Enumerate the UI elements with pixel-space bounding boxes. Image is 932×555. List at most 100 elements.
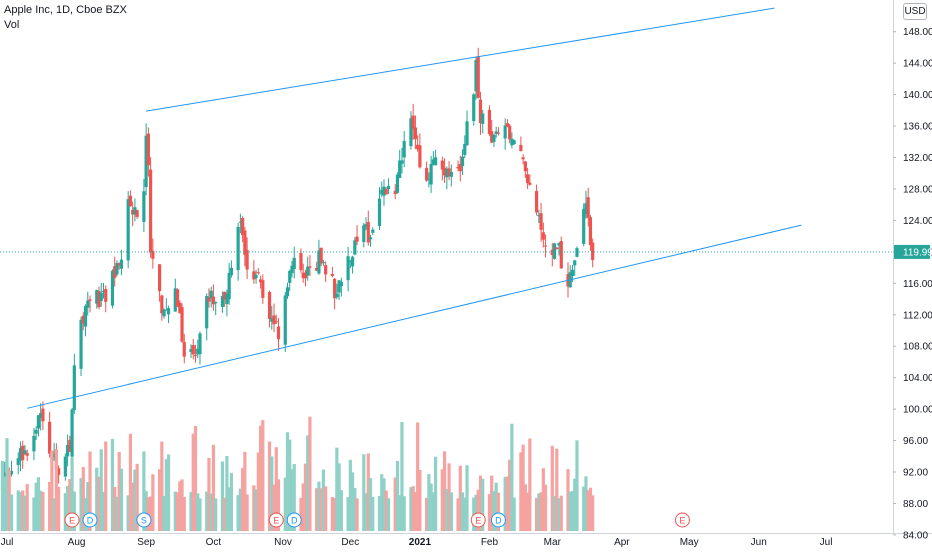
candle-body [552,243,557,259]
volume-bar [115,496,119,531]
volume-bar [447,463,451,531]
candle-body [400,160,404,164]
time-tick-label: 2021 [409,537,432,548]
volume-bar [166,454,171,531]
volume-bar [566,469,570,531]
volume-bar [101,492,106,531]
candle-body [149,169,153,253]
volume-bar [99,449,103,531]
volume-bar [476,489,480,531]
candle-body [478,99,483,124]
candle-body [39,413,43,418]
candle-body [505,123,510,127]
time-axis-labels: Jul Aug Sep Oct Nov Dec 2021 Feb Mar Apr May Jun Jul [1,537,833,548]
candle-body [299,252,303,271]
volume-bar [149,496,153,531]
candle-body [555,247,559,250]
volume-bar [505,476,510,531]
candle-body [523,161,527,172]
volume-bar [207,457,211,531]
candle-body [65,444,70,457]
candle-body [402,140,406,158]
event-marker-split[interactable]: S [136,512,152,528]
event-marker-dividend[interactable]: D [286,512,302,528]
time-tick-label: Mar [544,537,562,548]
event-marker-earnings[interactable]: E [64,512,80,528]
candle-body [440,160,444,170]
candle-body [449,171,453,177]
volume-bar [198,498,202,531]
candle-body [86,300,90,308]
volume-bar [528,438,532,531]
currency-button[interactable]: USD [903,3,927,20]
volume-bar [552,496,557,531]
volume-bar [539,492,543,531]
volume-bar [584,476,588,531]
candle-body [377,198,382,226]
event-marker-earnings_future[interactable]: E [674,512,690,528]
candle-body [146,133,150,166]
volume-bar [418,469,422,531]
volume-bar [550,445,554,531]
candle-body [182,342,186,357]
volume-bar [276,479,281,531]
volume-bar [487,494,492,531]
candle-body [3,472,7,479]
volume-bar [205,491,209,531]
candle-body [57,468,61,475]
symbol-title[interactable]: Apple Inc, 1D, Cboe BZX [4,4,127,16]
volume-bar [586,490,590,531]
candle-body [476,56,480,98]
volume-bar [508,459,512,531]
event-marker-earnings[interactable]: E [470,512,486,528]
candle-body [157,264,162,292]
candle-body [559,241,563,269]
candle-body [393,190,397,194]
volume-bar [402,496,406,531]
volume-bar [86,482,90,531]
event-marker-dividend[interactable]: D [490,512,506,528]
volume-bar [209,493,213,531]
volume-bar [425,497,429,531]
volume-bar [48,481,52,531]
candle-body [416,144,420,150]
candle-body [465,121,469,146]
candle-body [317,250,321,274]
event-marker-dividend[interactable]: D [82,512,98,528]
candle-body [267,292,272,320]
volume-bar [3,476,7,531]
candle-body [575,248,579,257]
volume-bar [449,492,453,531]
volume-bar [395,460,400,531]
candle-body [48,421,52,454]
volume-bar [223,497,227,531]
volume-indicator-label[interactable]: Vol [4,19,20,31]
time-tick-label: Feb [481,537,499,548]
candle-body [494,131,498,135]
volume-bar [236,495,240,531]
candle-body [9,470,14,475]
candle-body [160,295,164,314]
candle-body [151,250,155,259]
volume-bar [119,468,124,531]
candle-body [256,272,260,274]
volume-bar [178,481,182,531]
volume-bar [366,453,370,531]
event-label: E [69,516,75,526]
volume-bar [429,483,433,531]
volume-bar [413,492,418,531]
candle-body [434,157,438,166]
volume-bar [288,439,292,531]
chart-legend: Apple Inc, 1D, Cboe BZX Vol [4,3,127,33]
volume-bar [588,487,593,531]
volume-bar [65,485,70,531]
candle-body [458,163,462,172]
candle-body [386,185,391,189]
candle-body [220,296,225,307]
candle-body [333,278,337,299]
candle-body [180,307,184,342]
event-marker-earnings[interactable]: E [268,512,284,528]
price-tick-label: 148.00 [903,27,932,38]
